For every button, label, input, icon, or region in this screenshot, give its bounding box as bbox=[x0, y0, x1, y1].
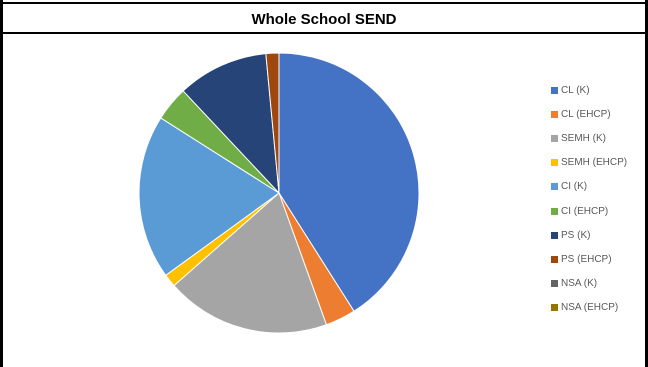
legend-item: PS (K) bbox=[551, 223, 627, 247]
pie-slice-ci-k bbox=[138, 117, 280, 276]
chart-legend: CL (K) CL (EHCP) SEMH (K) SEMH (EHCP) CI (K)… bbox=[551, 78, 627, 320]
chart-title: Whole School SEND bbox=[251, 10, 397, 28]
legend-label: CI (EHCP) bbox=[561, 205, 609, 217]
legend-label: PS (K) bbox=[561, 229, 591, 241]
legend-swatch bbox=[551, 280, 558, 288]
legend-item: CL (K) bbox=[551, 78, 627, 102]
legend-label: SEMH (EHCP) bbox=[561, 157, 628, 169]
legend-swatch bbox=[551, 255, 558, 263]
legend-item: SEMH (EHCP) bbox=[551, 151, 627, 175]
pie-slice-ps-ehcp bbox=[265, 52, 280, 194]
top-rule bbox=[0, 0, 648, 4]
legend-swatch bbox=[551, 159, 558, 167]
legend-swatch bbox=[551, 134, 558, 142]
legend-swatch bbox=[551, 110, 558, 118]
legend-swatch bbox=[551, 304, 558, 312]
legend-label: PS (EHCP) bbox=[561, 253, 612, 265]
legend-item: NSA (K) bbox=[551, 272, 627, 296]
legend-item: NSA (EHCP) bbox=[551, 296, 627, 320]
title-row: Whole School SEND bbox=[0, 6, 648, 34]
legend-label: CL (EHCP) bbox=[561, 108, 611, 120]
pie-slice-ps-k bbox=[182, 53, 280, 195]
legend-label: NSA (EHCP) bbox=[561, 302, 619, 314]
legend-item: SEMH (K) bbox=[551, 126, 627, 150]
pie-slice-cl-k bbox=[278, 52, 420, 312]
legend-item: CI (K) bbox=[551, 175, 627, 199]
legend-item: CL (EHCP) bbox=[551, 102, 627, 126]
legend-swatch bbox=[551, 183, 558, 191]
legend-swatch bbox=[551, 86, 558, 94]
legend-label: CL (K) bbox=[561, 84, 590, 96]
legend-label: SEMH (K) bbox=[561, 132, 606, 144]
legend-item: CI (EHCP) bbox=[551, 199, 627, 223]
pie-chart bbox=[138, 52, 420, 334]
legend-item: PS (EHCP) bbox=[551, 247, 627, 271]
legend-label: CI (K) bbox=[561, 181, 588, 193]
pie-slice-semh-k bbox=[173, 192, 328, 334]
legend-swatch bbox=[551, 207, 558, 215]
legend-label: NSA (K) bbox=[561, 278, 598, 290]
legend-swatch bbox=[551, 231, 558, 239]
